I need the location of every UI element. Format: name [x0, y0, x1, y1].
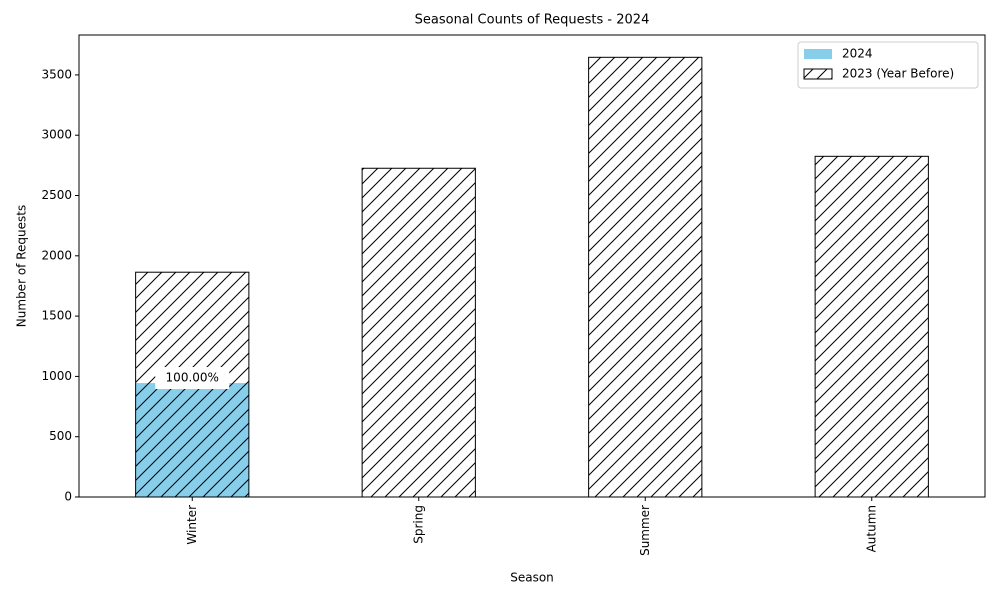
y-tick-label: 3000	[41, 128, 72, 142]
chart-title: Seasonal Counts of Requests - 2024	[415, 13, 650, 28]
y-tick-label: 1000	[41, 369, 72, 383]
y-tick-label: 1500	[41, 309, 72, 323]
legend-swatch	[804, 49, 832, 59]
x-tick-label: Spring	[411, 505, 425, 544]
x-tick-label: Autumn	[864, 505, 878, 552]
annotation: 100.00%	[166, 371, 219, 385]
y-tick-label: 500	[49, 429, 72, 443]
legend-label: 2023 (Year Before)	[842, 67, 954, 81]
x-tick-label: Summer	[638, 505, 652, 556]
bar	[588, 56, 703, 498]
y-tick-label: 0	[64, 490, 72, 504]
legend-box	[797, 41, 979, 89]
legend-swatch	[803, 68, 833, 80]
x-axis-label: Season	[510, 571, 554, 585]
x-tick-label: Winter	[185, 505, 199, 545]
annotation-box	[155, 367, 230, 390]
bar	[361, 167, 476, 498]
bar	[814, 155, 929, 498]
y-tick-label: 3500	[41, 67, 72, 81]
y-axis-label: Number of Requests	[15, 205, 29, 327]
legend-label: 2024	[842, 47, 873, 61]
legend: 2024 2023 (Year Before)	[797, 41, 979, 89]
plot-frame	[78, 34, 986, 498]
y-tick-label: 2500	[41, 188, 72, 202]
y-tick-label: 2000	[41, 248, 72, 262]
